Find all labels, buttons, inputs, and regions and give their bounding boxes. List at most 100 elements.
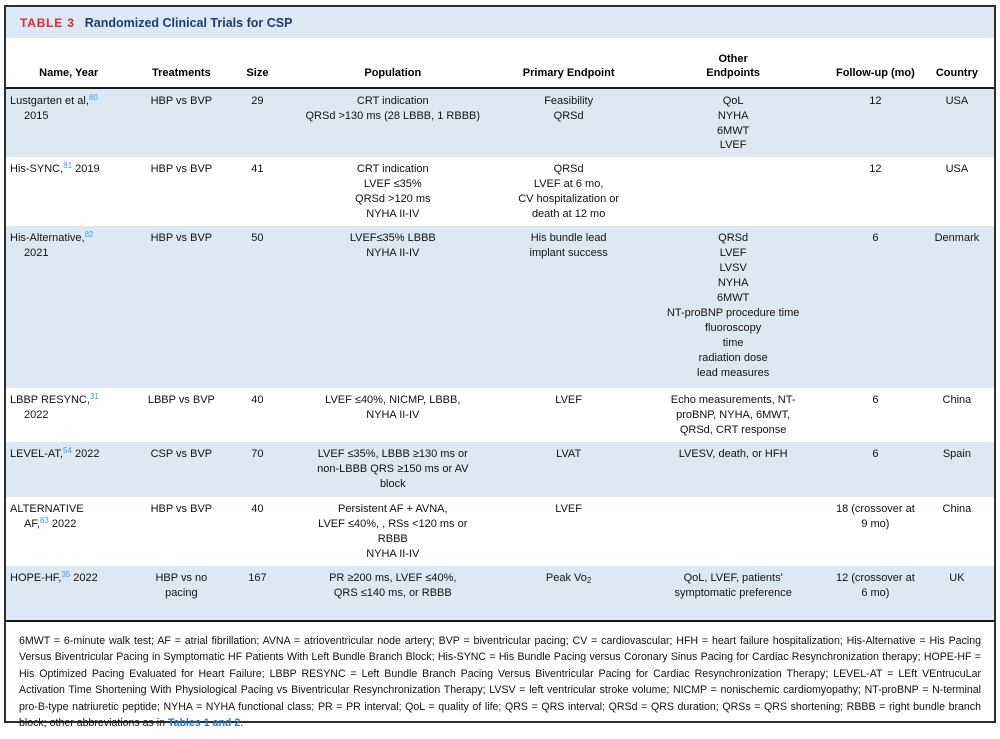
cell-primary-endpoint: His bundle lead implant success xyxy=(529,232,608,260)
cell-primary-endpoint: LVAT xyxy=(556,448,582,461)
table-row: ALTERNATIVE AF,83 2022 HBP vs BVP 40 Per… xyxy=(6,497,994,566)
cell-country: Spain xyxy=(942,448,971,461)
trial-year: 2022 xyxy=(48,518,77,531)
column-header-followup: Follow-up (mo) xyxy=(830,38,920,89)
cell-size: 40 xyxy=(251,394,264,407)
cell-size: 29 xyxy=(251,94,264,107)
cell-country: China xyxy=(942,394,972,407)
column-header-other-endpoints: Other Endpoints xyxy=(635,38,831,89)
cell-population: CRT indication QRSd >130 ms (28 LBBB, 1 … xyxy=(305,94,481,122)
cell-name: HOPE-HF,35 2022 xyxy=(6,566,131,620)
column-header-population: Population xyxy=(283,38,502,89)
column-header-treatments: Treatments xyxy=(131,38,232,89)
cell-primary-endpoint: LVEF xyxy=(555,394,582,407)
cell-treatments: HBP vs no pacing xyxy=(155,571,208,599)
cell-treatments: HBP vs BVP xyxy=(150,163,213,176)
cell-primary-endpoint: Feasibility QRSd xyxy=(544,94,594,122)
table-number-tag: TABLE 3 xyxy=(20,16,75,30)
citation-ref-31[interactable]: 31 xyxy=(89,392,99,402)
footnote-text: 6MWT = 6-minute walk test; AF = atrial f… xyxy=(19,634,981,729)
cell-treatments: HBP vs BVP xyxy=(150,94,213,107)
cell-size: 70 xyxy=(251,448,264,461)
trial-name: ALTERNATIVE AF, xyxy=(10,503,84,531)
column-header-country: Country xyxy=(919,38,994,89)
cell-name: LEVEL-AT,54 2022 xyxy=(6,442,131,497)
column-header-size: Size xyxy=(231,38,284,89)
trial-name: His-Alternative, xyxy=(10,232,85,245)
cell-name: Lustgarten et al,80 2015 xyxy=(6,88,131,158)
citation-ref-54[interactable]: 54 xyxy=(63,446,72,456)
cell-treatments: HBP vs BVP xyxy=(150,503,213,516)
trial-name: LBBP RESYNC, xyxy=(10,394,90,407)
trial-name: Lustgarten et al, xyxy=(10,94,89,107)
primary-endpoint-text: Peak Vo xyxy=(545,571,587,584)
citation-ref-35[interactable]: 35 xyxy=(61,569,71,579)
cell-followup: 6 xyxy=(872,394,879,407)
cell-country: USA xyxy=(945,163,969,176)
citation-ref-81[interactable]: 81 xyxy=(63,161,73,171)
cell-other-endpoints: QRSd LVEF LVSV NYHA 6MWT NT-proBNP proce… xyxy=(666,232,800,379)
cell-followup: 6 xyxy=(872,448,879,461)
trial-name: HOPE-HF, xyxy=(10,571,62,584)
trial-year: 2015 xyxy=(24,109,49,122)
table-row: His-Alternative,82 2021 HBP vs BVP 50 LV… xyxy=(6,226,994,389)
cell-size: 41 xyxy=(251,163,264,176)
table-row: Lustgarten et al,80 2015 HBP vs BVP 29 C… xyxy=(6,87,994,158)
cell-population: LVEF≤35% LBBB NYHA II-IV xyxy=(349,232,436,260)
cell-population: PR ≥200 ms, LVEF ≤40%, QRS ≤140 ms, or R… xyxy=(329,571,457,599)
cell-primary-endpoint: QRSd LVEF at 6 mo, CV hospitalization or… xyxy=(518,163,620,221)
cell-other-endpoints: QoL, LVEF, patients' symptomatic prefere… xyxy=(674,571,792,599)
cell-treatments: CSP vs BVP xyxy=(150,448,213,461)
cell-name: His-Alternative,82 2021 xyxy=(6,226,131,388)
cell-treatments: HBP vs BVP xyxy=(150,232,213,245)
cell-other-endpoints: QoL NYHA 6MWT LVEF xyxy=(716,94,750,152)
cell-other-endpoints xyxy=(635,157,831,226)
cell-population: Persistent AF + AVNA, LVEF ≤40%, , RSs <… xyxy=(318,503,468,560)
table-row: HOPE-HF,35 2022 HBP vs no pacing 167 PR … xyxy=(6,565,994,620)
citation-ref-80[interactable]: 80 xyxy=(88,92,98,102)
trial-year: 2022 xyxy=(71,448,100,461)
cell-size: 167 xyxy=(248,571,267,584)
table-title-bar: TABLE 3 Randomized Clinical Trials for CS… xyxy=(6,7,994,38)
cell-followup: 12 xyxy=(869,94,882,107)
table-title: Randomized Clinical Trials for CSP xyxy=(84,16,293,30)
cell-size: 50 xyxy=(251,232,264,245)
clinical-trials-table: Name, Year Treatments Size Population Pr… xyxy=(6,38,994,620)
trial-year: 2022 xyxy=(24,409,49,422)
cell-followup: 6 xyxy=(872,232,879,245)
cell-country: USA xyxy=(945,94,969,107)
cell-country: China xyxy=(942,503,972,516)
vo2-subscript: 2 xyxy=(586,575,592,585)
cell-primary-endpoint: Peak Vo2 xyxy=(502,566,635,620)
column-header-primary-endpoint: Primary Endpoint xyxy=(501,38,636,89)
cell-primary-endpoint: LVEF xyxy=(555,503,582,516)
cell-other-endpoints: Echo measurements, NT- proBNP, NYHA, 6MW… xyxy=(670,394,796,437)
cell-treatments: LBBP vs BVP xyxy=(147,394,215,407)
cell-name: His-SYNC,81 2019 xyxy=(6,157,131,226)
cell-country: UK xyxy=(949,571,965,584)
table-row: LBBP RESYNC,31 2022 LBBP vs BVP 40 LVEF … xyxy=(6,388,994,442)
tables-1-2-link[interactable]: Tables 1 and 2 xyxy=(168,716,241,729)
trial-year: 2022 xyxy=(70,571,98,584)
trial-name: His-SYNC, xyxy=(10,163,64,176)
footnote-suffix: . xyxy=(240,716,244,729)
cell-name: LBBP RESYNC,31 2022 xyxy=(6,388,131,442)
cell-population: CRT indication LVEF ≤35% QRSd >120 ms NY… xyxy=(355,163,431,221)
trial-year: 2021 xyxy=(24,247,49,260)
table-row: His-SYNC,81 2019 HBP vs BVP 41 CRT indic… xyxy=(6,157,994,226)
cell-other-endpoints xyxy=(635,497,831,566)
cell-country: Denmark xyxy=(934,232,980,245)
citation-ref-82[interactable]: 82 xyxy=(84,230,94,240)
cell-population: LVEF ≤40%, NICMP, LBBB, NYHA II-IV xyxy=(325,394,461,422)
cell-followup: 12 (crossover at 6 mo) xyxy=(835,571,915,599)
citation-ref-83[interactable]: 83 xyxy=(39,516,49,526)
table-row: LEVEL-AT,54 2022 CSP vs BVP 70 LVEF ≤35%… xyxy=(6,442,994,498)
cell-name: ALTERNATIVE AF,83 2022 xyxy=(6,497,131,566)
cell-other-endpoints: LVESV, death, or HFH xyxy=(678,448,788,461)
cell-followup: 12 xyxy=(869,163,882,176)
table-figure: TABLE 3 Randomized Clinical Trials for CS… xyxy=(4,5,996,729)
cell-size: 40 xyxy=(251,503,264,516)
table-header-row: Name, Year Treatments Size Population Pr… xyxy=(6,38,994,89)
trial-name: LEVEL-AT, xyxy=(10,448,63,461)
